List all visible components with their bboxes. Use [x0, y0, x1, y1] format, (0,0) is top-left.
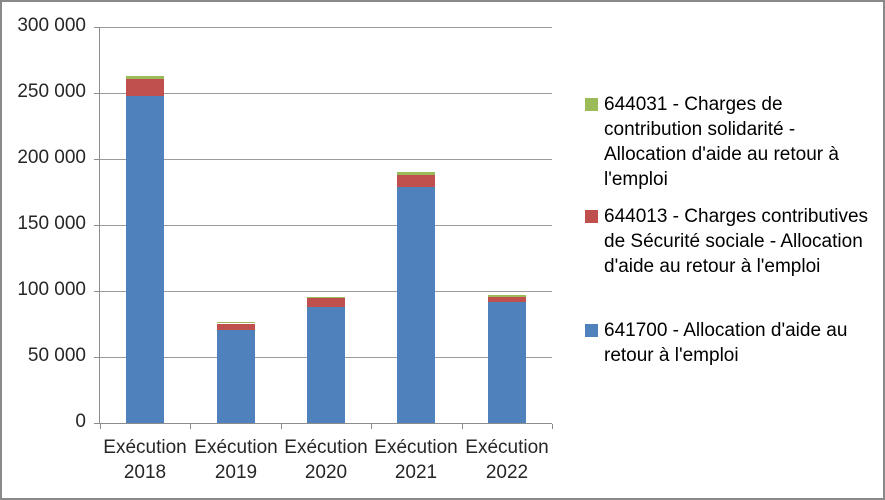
y-axis-label: 250 000	[17, 81, 86, 102]
y-axis-tick	[94, 423, 100, 424]
y-axis-line	[99, 27, 100, 424]
gridline	[100, 93, 552, 94]
legend-swatch-red-icon	[585, 210, 598, 223]
x-axis-label: Exécution 2020	[284, 437, 368, 483]
legend-item-641700: 641700 - Allocation d'aide au retour à l…	[585, 318, 847, 368]
x-axis-tick	[100, 424, 101, 429]
legend-label-644013: 644013 - Charges contributives de Sécuri…	[604, 206, 869, 277]
bar-segment-series-0-cat-2	[307, 306, 345, 423]
x-axis-label: Exécution 2022	[465, 437, 549, 483]
legend-label-641700: 641700 - Allocation d'aide au retour à l…	[604, 320, 848, 366]
legend-swatch-green-icon	[585, 98, 598, 111]
bar-segment-series-2-cat-3	[397, 172, 435, 175]
bar-segment-series-0-cat-4	[488, 302, 526, 423]
bar-segment-series-1-cat-3	[397, 174, 435, 187]
legend-item-644031: 644031 - Charges de contribution solidar…	[585, 92, 839, 192]
bar-segment-series-2-cat-2	[307, 297, 345, 298]
y-axis-label: 0	[75, 411, 86, 432]
bar-segment-series-1-cat-2	[307, 298, 345, 307]
gridline	[100, 291, 552, 292]
x-axis-tick	[190, 424, 191, 429]
x-axis-tick	[371, 424, 372, 429]
y-axis-tick	[94, 93, 100, 94]
legend-swatch-blue-icon	[585, 324, 598, 337]
bar-segment-series-0-cat-1	[217, 329, 255, 423]
x-axis-tick	[552, 424, 553, 429]
legend-label-644031: 644031 - Charges de contribution solidar…	[604, 94, 839, 190]
y-axis-tick	[94, 291, 100, 292]
y-axis-tick	[94, 357, 100, 358]
y-axis-label: 200 000	[17, 147, 86, 168]
bar-segment-series-1-cat-0	[126, 79, 164, 96]
x-axis-tick	[281, 424, 282, 429]
y-axis-label: 300 000	[17, 15, 86, 36]
y-axis-tick	[94, 159, 100, 160]
x-axis-label: Exécution 2018	[103, 437, 187, 483]
y-axis-label: 50 000	[27, 345, 86, 366]
gridline	[100, 27, 552, 28]
gridline	[100, 225, 552, 226]
y-axis-label: 100 000	[17, 279, 86, 300]
bar-segment-series-2-cat-1	[217, 322, 255, 323]
x-axis-line	[100, 423, 552, 424]
bar-segment-series-1-cat-4	[488, 297, 526, 302]
legend-item-644013: 644013 - Charges contributives de Sécuri…	[585, 204, 868, 279]
y-axis-tick	[94, 27, 100, 28]
bar-segment-series-2-cat-0	[126, 76, 164, 79]
bar-segment-series-2-cat-4	[488, 295, 526, 297]
gridline	[100, 159, 552, 160]
bar-segment-series-0-cat-3	[397, 187, 435, 423]
x-axis-tick	[462, 424, 463, 429]
bar-segment-series-0-cat-0	[126, 96, 164, 423]
x-axis-label: Exécution 2021	[374, 437, 458, 483]
y-axis-label: 150 000	[17, 213, 86, 234]
x-axis-label: Exécution 2019	[194, 437, 278, 483]
bar-segment-series-1-cat-1	[217, 324, 255, 330]
y-axis-tick	[94, 225, 100, 226]
